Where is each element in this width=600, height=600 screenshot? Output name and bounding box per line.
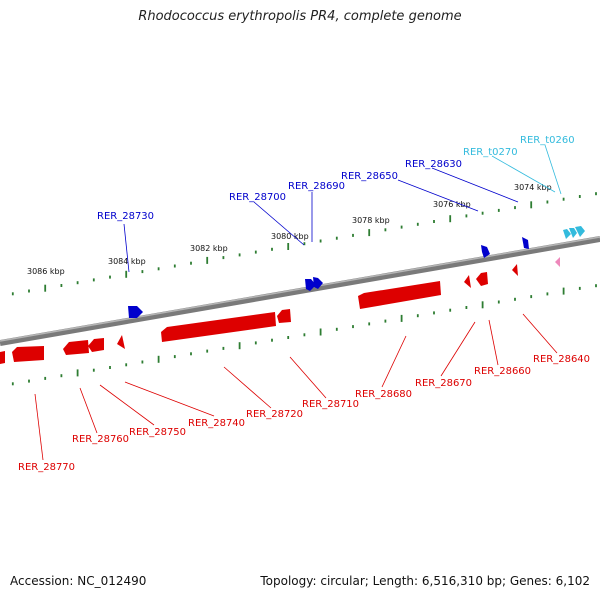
gene-label-RER_28690[interactable]: RER_28690 <box>288 181 345 192</box>
gene-glyph-RER_28630[interactable] <box>522 237 529 249</box>
gene-glyph-RER_28700[interactable] <box>313 277 323 289</box>
gene-label-RER_t0260[interactable]: RER_t0260 <box>520 135 575 146</box>
gene-glyph-edge <box>0 351 5 364</box>
gene-label-RER_28710[interactable]: RER_28710 <box>302 399 359 410</box>
genome-backbone <box>0 236 600 346</box>
gene-glyph-RER_28750[interactable] <box>88 338 104 352</box>
gene-glyph-RER_28690[interactable] <box>305 279 316 291</box>
trna-genes <box>563 226 585 239</box>
gene-label-RER_28730[interactable]: RER_28730 <box>97 211 154 222</box>
gene-label-RER_t0270[interactable]: RER_t0270 <box>463 147 518 158</box>
gene-label-RER_28650[interactable]: RER_28650 <box>341 171 398 182</box>
kbp-label-3074: 3074 kbp <box>514 183 552 192</box>
gene-label-RER_28680[interactable]: RER_28680 <box>355 389 412 400</box>
genome-title: Rhodococcus erythropolis PR4, complete g… <box>138 9 462 24</box>
scale-ticks-top <box>11 192 597 296</box>
kbp-label-3086: 3086 kbp <box>27 267 65 276</box>
gene-label-RER_28750[interactable]: RER_28750 <box>129 427 186 438</box>
gene-glyph-RER_28720[interactable] <box>161 312 276 342</box>
gene-glyph-RER_t0270[interactable] <box>563 229 571 239</box>
gene-label-RER_28770[interactable]: RER_28770 <box>18 462 75 473</box>
gene-label-RER_28760[interactable]: RER_28760 <box>72 434 129 445</box>
scale-ticks-bottom <box>11 284 597 386</box>
gene-glyph-RER_28740[interactable] <box>117 335 125 349</box>
kbp-label-3078: 3078 kbp <box>352 216 390 225</box>
kbp-label-3080: 3080 kbp <box>271 232 309 241</box>
plus-strand-genes <box>128 237 529 318</box>
gene-label-RER_28670[interactable]: RER_28670 <box>415 378 472 389</box>
gene-glyph-RER_t0260[interactable] <box>575 226 585 237</box>
leader-lines <box>34 144 562 461</box>
gene-glyph-RER_28640[interactable] <box>512 264 518 276</box>
gene-label-RER_28720[interactable]: RER_28720 <box>246 409 303 420</box>
gene-glyph-RER_28730[interactable] <box>128 306 143 318</box>
gene-glyph-RER_28710[interactable] <box>277 309 291 323</box>
kbp-label-3082: 3082 kbp <box>190 244 228 253</box>
gene-label-RER_28630[interactable]: RER_28630 <box>405 159 462 170</box>
pink-feature-glyph <box>555 257 560 267</box>
gene-glyph-RER_t0260-b <box>569 228 577 238</box>
gene-glyph-RER_28770[interactable] <box>12 346 44 362</box>
kbp-label-3076: 3076 kbp <box>433 200 471 209</box>
gene-glyph-RER_28670[interactable] <box>464 275 471 288</box>
minus-strand-genes <box>0 264 518 364</box>
gene-glyph-RER_28680[interactable] <box>358 281 441 309</box>
gene-glyph-RER_28660[interactable] <box>476 272 488 286</box>
accession-text: Accession: NC_012490 <box>10 574 147 588</box>
gene-glyph-RER_28650[interactable] <box>481 245 490 258</box>
gene-glyph-RER_28760[interactable] <box>63 340 89 355</box>
gene-label-RER_28640[interactable]: RER_28640 <box>533 354 590 365</box>
genome-summary-text: Topology: circular; Length: 6,516,310 bp… <box>260 574 590 588</box>
gene-label-RER_28740[interactable]: RER_28740 <box>188 418 245 429</box>
gene-label-RER_28700[interactable]: RER_28700 <box>229 192 286 203</box>
kbp-label-3084: 3084 kbp <box>108 257 146 266</box>
gene-label-RER_28660[interactable]: RER_28660 <box>474 366 531 377</box>
